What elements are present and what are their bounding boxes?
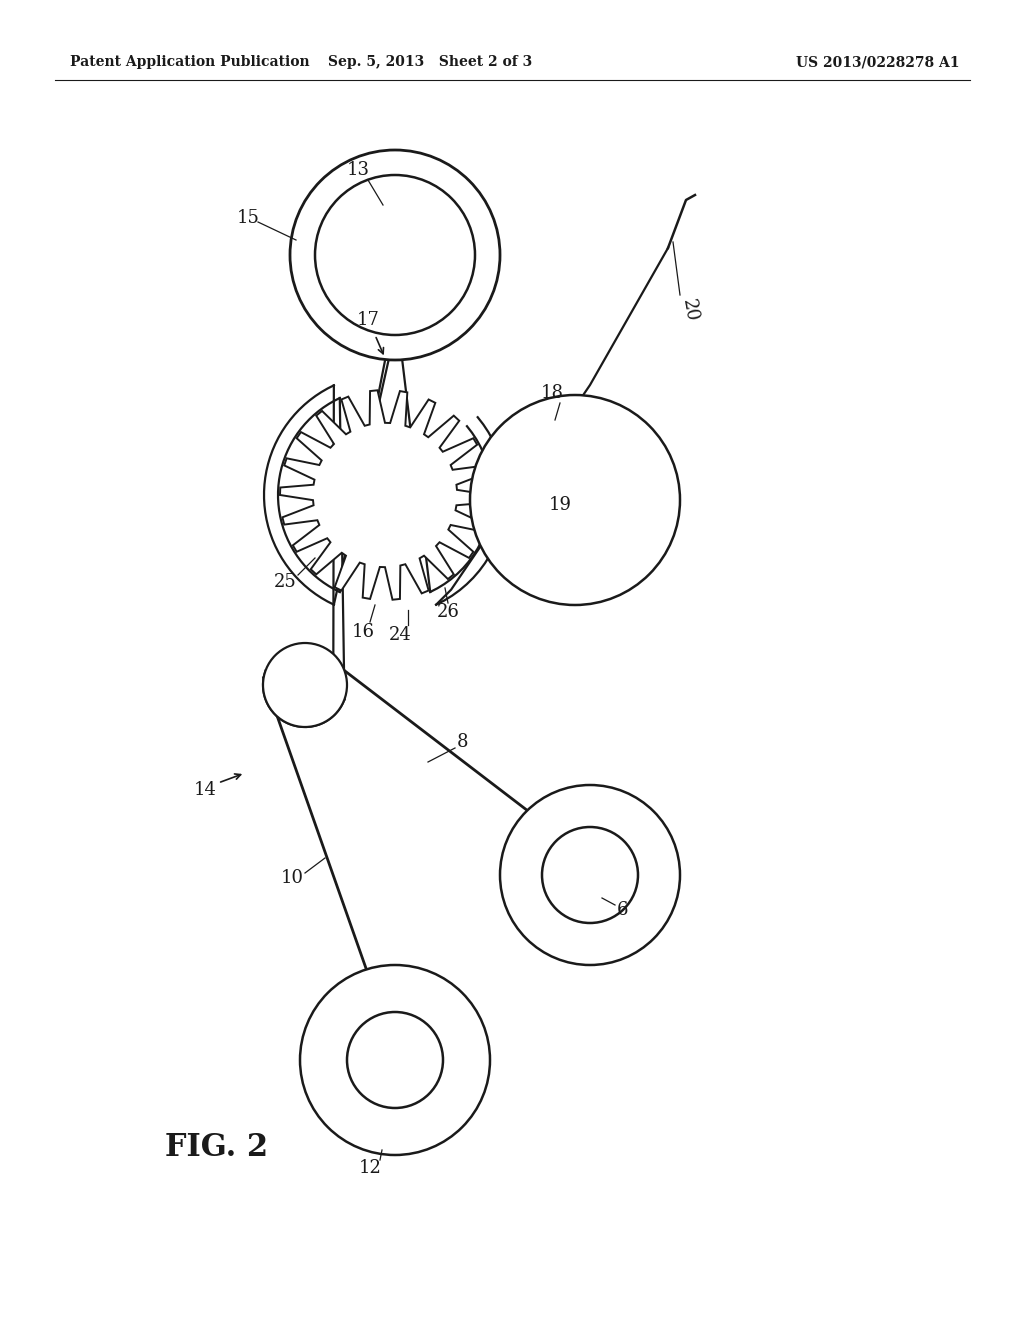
- Text: Sep. 5, 2013   Sheet 2 of 3: Sep. 5, 2013 Sheet 2 of 3: [328, 55, 532, 69]
- Text: 15: 15: [237, 209, 259, 227]
- Text: 10: 10: [281, 869, 303, 887]
- Text: 20: 20: [679, 297, 700, 323]
- Text: 24: 24: [389, 626, 412, 644]
- Text: FIG. 2: FIG. 2: [165, 1133, 268, 1163]
- Circle shape: [470, 395, 680, 605]
- Circle shape: [315, 176, 475, 335]
- Text: 19: 19: [549, 496, 571, 513]
- Text: Patent Application Publication: Patent Application Publication: [70, 55, 309, 69]
- Text: 13: 13: [346, 161, 370, 180]
- Circle shape: [263, 643, 347, 727]
- Circle shape: [347, 1012, 443, 1107]
- Text: 8: 8: [457, 733, 468, 751]
- Circle shape: [290, 150, 500, 360]
- Text: US 2013/0228278 A1: US 2013/0228278 A1: [797, 55, 961, 69]
- Text: 26: 26: [436, 603, 460, 620]
- Text: 6: 6: [616, 902, 628, 919]
- Circle shape: [542, 828, 638, 923]
- Text: 17: 17: [356, 312, 380, 329]
- Polygon shape: [280, 391, 490, 599]
- Text: 25: 25: [273, 573, 296, 591]
- Circle shape: [500, 785, 680, 965]
- Text: 14: 14: [194, 781, 216, 799]
- Text: 16: 16: [351, 623, 375, 642]
- Circle shape: [300, 965, 490, 1155]
- Text: 12: 12: [358, 1159, 381, 1177]
- Text: 18: 18: [541, 384, 563, 403]
